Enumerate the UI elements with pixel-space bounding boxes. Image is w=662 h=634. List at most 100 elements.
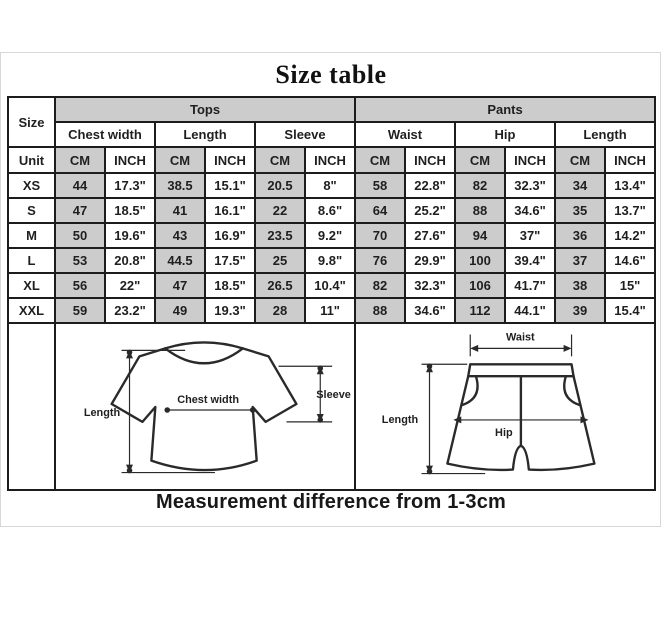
footer-note: Measurement difference from 1-3cm (155, 491, 507, 513)
cm-value-cell: 112 (454, 297, 507, 324)
inch-value-cell: 37" (504, 222, 557, 249)
inch-value-cell: 27.6" (404, 222, 457, 249)
cm-value-cell: 56 (54, 272, 106, 299)
size-header-cell: Size (7, 96, 56, 148)
inch-value-cell: 34.6" (404, 297, 457, 324)
cm-value-cell: 22 (254, 197, 306, 224)
inch-value-cell: 11" (303, 297, 357, 324)
cm-value-cell: 76 (354, 247, 407, 274)
table-row: XXL 59 23.2" 49 19.3" 28 11" 88 34.6" 112 44.1" 39 1… (7, 297, 657, 324)
inch-value-cell: 44.1" (504, 297, 557, 324)
size-table: Size Tops Pants Chest width Length Sleev… (7, 96, 657, 491)
shorts-diagram-icon: Waist Length (382, 331, 596, 475)
size-label-cell: XXL (7, 297, 56, 324)
inch-value-cell: 17.3" (104, 172, 156, 199)
hip-arrow: Hip (453, 416, 589, 439)
size-label-cell: M (7, 222, 56, 249)
unit-inch-cell: INCH (604, 146, 657, 174)
tshirt-diagram-icon: Length Chest width (84, 341, 351, 474)
tops-group-header: Tops (53, 96, 357, 123)
size-label-cell: L (7, 247, 56, 274)
cm-value-cell: 82 (454, 172, 507, 199)
inch-value-cell: 25.2" (404, 197, 457, 224)
inch-value-cell: 41.7" (504, 272, 557, 299)
cm-value-cell: 47 (54, 197, 106, 224)
inch-value-cell: 15.4" (604, 297, 657, 324)
inch-value-cell: 29.9" (404, 247, 457, 274)
table-row: S 47 18.5" 41 16.1" 22 8.6" 64 25.2" 88 34.6" 35 13.… (7, 197, 657, 224)
tops-length-header: Length (154, 121, 256, 148)
inch-value-cell: 8.6" (303, 197, 357, 224)
svg-text:Length: Length (382, 414, 418, 426)
cm-value-cell: 35 (554, 197, 607, 224)
unit-cm-cell: CM (254, 146, 306, 174)
size-table-body: XS 44 17.3" 38.5 15.1" 20.5 8" 58 22.8" 82 32.3" 34… (7, 172, 657, 324)
cm-value-cell: 53 (54, 247, 106, 274)
pants-length-arrow: Length (382, 363, 486, 475)
chest-width-arrow: Chest width (164, 394, 256, 413)
svg-text:Waist: Waist (506, 331, 535, 343)
sub-header-row: Chest width Length Sleeve Waist Hip Leng… (8, 121, 657, 148)
tops-length-arrow: Length (84, 349, 215, 474)
inch-value-cell: 13.7" (604, 197, 657, 224)
cm-value-cell: 20.5 (254, 172, 306, 199)
cm-value-cell: 28 (254, 297, 306, 324)
unit-inch-cell: INCH (303, 146, 357, 174)
cm-value-cell: 49 (154, 297, 206, 324)
cm-value-cell: 37 (554, 247, 607, 274)
cm-value-cell: 25 (254, 247, 306, 274)
unit-cm-cell: CM (154, 146, 206, 174)
cm-value-cell: 44.5 (154, 247, 206, 274)
unit-cm-cell: CM (54, 146, 106, 174)
inch-value-cell: 18.5" (204, 272, 256, 299)
size-label-cell: XL (7, 272, 56, 299)
unit-row: Unit CM INCH CM INCH CM INCH CM INCH CM INCH CM INC… (7, 146, 657, 174)
inch-value-cell: 39.4" (504, 247, 557, 274)
cm-value-cell: 47 (154, 272, 206, 299)
cm-value-cell: 44 (54, 172, 106, 199)
cm-value-cell: 59 (54, 297, 106, 324)
table-row: XL 56 22" 47 18.5" 26.5 10.4" 82 32.3" 106 41.7" 38… (7, 272, 657, 299)
cm-value-cell: 50 (54, 222, 106, 249)
group-header-row: Size Tops Pants (7, 96, 657, 148)
chest-width-header: Chest width (54, 121, 156, 148)
waist-arrow: Waist (469, 331, 573, 357)
table-row: XS 44 17.3" 38.5 15.1" 20.5 8" 58 22.8" 82 32.3" 34… (7, 172, 657, 199)
diagram-empty-cell (7, 322, 56, 491)
inch-value-cell: 14.6" (604, 247, 657, 274)
tshirt-diagram-cell: Length Chest width (53, 322, 357, 491)
sleeve-header: Sleeve (253, 121, 357, 148)
cm-value-cell: 88 (454, 197, 507, 224)
cm-value-cell: 41 (154, 197, 206, 224)
unit-cm-cell: CM (554, 146, 607, 174)
inch-value-cell: 9.2" (303, 222, 357, 249)
size-label-cell: XS (7, 172, 56, 199)
inch-value-cell: 19.6" (104, 222, 156, 249)
inch-value-cell: 10.4" (303, 272, 357, 299)
inch-value-cell: 15" (604, 272, 657, 299)
inch-value-cell: 19.3" (204, 297, 256, 324)
cm-value-cell: 100 (454, 247, 507, 274)
unit-inch-cell: INCH (504, 146, 557, 174)
inch-value-cell: 16.9" (204, 222, 256, 249)
svg-text:Length: Length (84, 407, 120, 419)
inch-value-cell: 9.8" (303, 247, 357, 274)
inch-value-cell: 17.5" (204, 247, 256, 274)
unit-inch-cell: INCH (204, 146, 256, 174)
cm-value-cell: 26.5 (254, 272, 306, 299)
inch-value-cell: 14.2" (604, 222, 657, 249)
cm-value-cell: 34 (554, 172, 607, 199)
cm-value-cell: 70 (354, 222, 407, 249)
cm-value-cell: 38.5 (154, 172, 206, 199)
inch-value-cell: 22.8" (404, 172, 457, 199)
pants-group-header: Pants (354, 96, 657, 123)
shorts-diagram-cell: Waist Length (354, 322, 657, 491)
cm-value-cell: 39 (554, 297, 607, 324)
sleeve-arrow: Sleeve (278, 365, 351, 423)
unit-label-cell: Unit (7, 146, 56, 174)
hip-header: Hip (454, 121, 557, 148)
inch-value-cell: 16.1" (204, 197, 256, 224)
svg-text:Chest width: Chest width (177, 394, 239, 406)
cm-value-cell: 88 (354, 297, 407, 324)
inch-value-cell: 34.6" (504, 197, 557, 224)
